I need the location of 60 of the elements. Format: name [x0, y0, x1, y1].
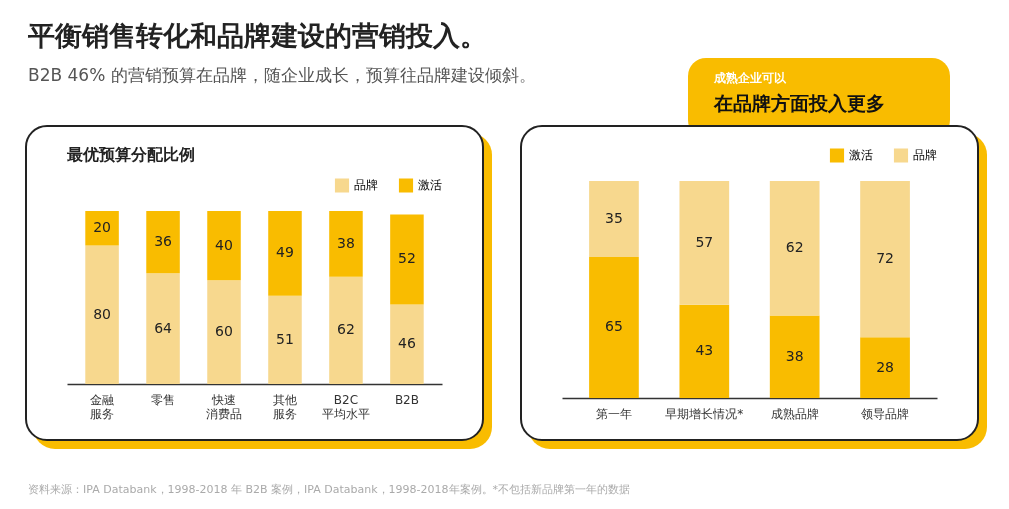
bar: [268, 211, 302, 296]
legend-label: 激活: [849, 148, 873, 163]
bar: [769, 181, 820, 316]
x-tick-label: B2B: [394, 392, 419, 407]
bar: [268, 295, 302, 384]
bar: [860, 181, 910, 338]
data-label: 52: [398, 250, 416, 267]
bar: [390, 304, 424, 384]
data-label: 49: [276, 244, 294, 261]
bar: [329, 211, 363, 277]
x-tick-label: 第一年: [595, 406, 632, 421]
x-tick-label: 快速消费品: [206, 392, 243, 421]
data-label: 35: [605, 209, 623, 226]
legend-label: 激活: [418, 178, 442, 193]
data-label: 40: [215, 236, 233, 253]
text: B2B 46% 的营销预算在品牌，随企业成长，预算往品牌建设倾斜。: [28, 64, 536, 87]
bar: [589, 256, 639, 398]
data-label: 46: [398, 335, 416, 352]
x-tick-label: 领导品牌: [861, 406, 910, 421]
bar: [85, 245, 119, 384]
bar: [146, 273, 180, 384]
data-label: 62: [337, 321, 355, 338]
bar: [207, 211, 241, 281]
x-tick-label: 其他服务: [272, 392, 297, 421]
data-label: 65: [605, 318, 623, 335]
bar: [329, 276, 363, 384]
x-tick-label: 金融服务: [90, 392, 115, 421]
bar: [860, 337, 910, 398]
data-label: 43: [695, 342, 714, 359]
bar: [85, 211, 119, 246]
data-label: 57: [695, 233, 714, 250]
x-tick-label: B2C平均水平: [321, 392, 370, 421]
text: 资料来源：IPA Databank，1998-2018 年 B2B 案例，IPA Databank，1998-2018年案例。*不包括新品牌第一年的数据: [28, 482, 631, 497]
bar: [207, 280, 241, 384]
x-tick-label: 零售: [151, 392, 176, 407]
data-label: 62: [785, 239, 804, 256]
text: 在品牌方面投入更多: [714, 91, 886, 116]
bar: [679, 304, 730, 398]
data-label: 38: [785, 347, 804, 364]
legend-label: 品牌: [354, 178, 378, 193]
data-label: 80: [93, 305, 111, 322]
legend-label: 品牌: [913, 148, 937, 163]
data-label: 72: [876, 250, 894, 267]
x-tick-label: 早期增长情况*: [665, 406, 744, 421]
bar: [769, 315, 820, 398]
data-label: 38: [337, 234, 355, 251]
bar: [589, 181, 639, 257]
text: 成熟企业可以: [714, 70, 787, 87]
data-label: 36: [154, 233, 173, 250]
x-tick-label: 成熟品牌: [770, 406, 819, 421]
text: 平衡销售转化和品牌建设的营销投入。: [28, 19, 487, 53]
data-label: 51: [276, 330, 294, 347]
data-label: 64: [154, 319, 173, 336]
chart-title: 最优预算分配比例: [66, 145, 195, 164]
bar: [390, 214, 424, 305]
bar: [146, 211, 180, 274]
bar: [679, 181, 730, 305]
data-label: 28: [876, 358, 894, 375]
data-label: 60: [215, 323, 233, 340]
data-label: 20: [93, 219, 111, 236]
